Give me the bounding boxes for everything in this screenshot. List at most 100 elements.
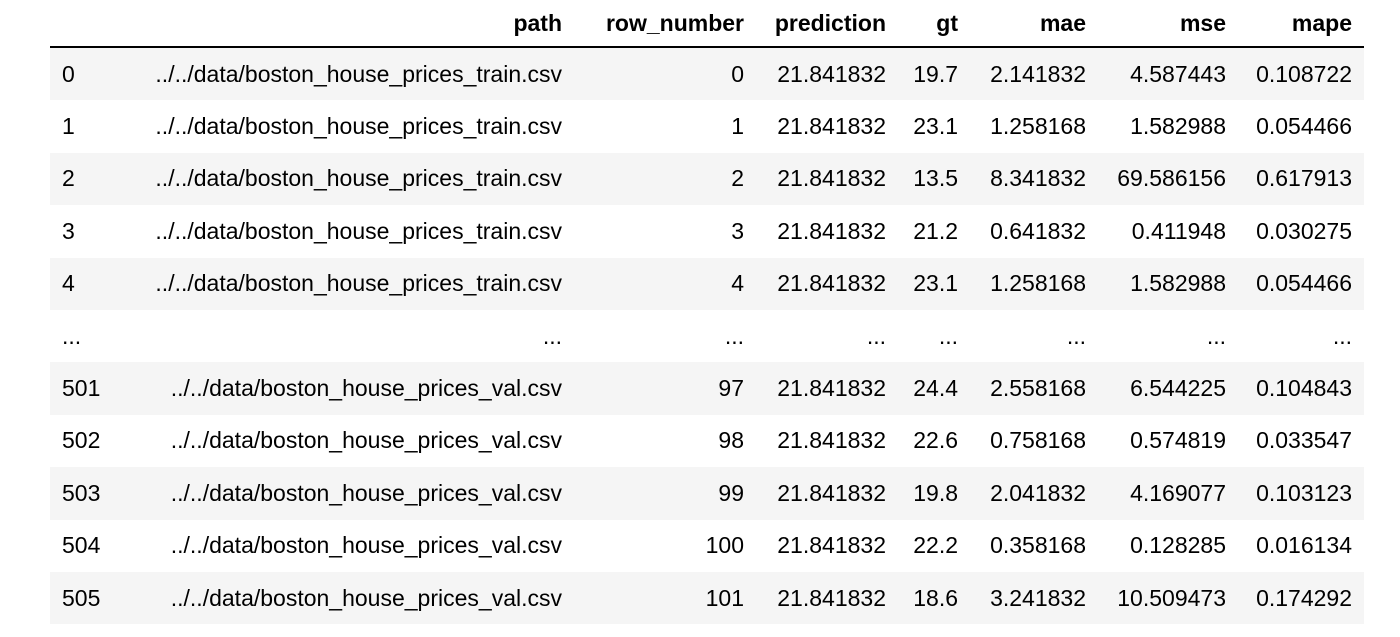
truncated-rows-ellipsis: ... ... ... ... ... ... ... ...: [50, 309, 1364, 363]
table-row: 0 ../../data/boston_house_prices_train.c…: [50, 47, 1364, 101]
cell-row-number: ...: [724, 322, 744, 349]
cell-path: ../../data/boston_house_prices_train.csv: [155, 165, 562, 192]
table-row: 2 ../../data/boston_house_prices_train.c…: [50, 152, 1364, 206]
cell-mae: 3.241832: [990, 584, 1086, 611]
column-header-mape: mape: [1238, 0, 1364, 48]
cell-gt: 19.7: [913, 60, 958, 87]
row-index: 501: [62, 375, 101, 402]
row-index: 1: [62, 113, 75, 140]
row-index: 4: [62, 270, 75, 297]
cell-mae: 1.258168: [990, 270, 1086, 297]
cell-row-number: 4: [731, 270, 744, 297]
table-row: 502 ../../data/boston_house_prices_val.c…: [50, 415, 1364, 467]
cell-path: ../../data/boston_house_prices_val.csv: [170, 427, 562, 454]
cell-row-number: 0: [731, 60, 744, 87]
header-row: path row_number prediction gt mae mse ma…: [50, 0, 1364, 48]
cell-mse: 0.128285: [1130, 532, 1226, 559]
table-row: 4 ../../data/boston_house_prices_train.c…: [50, 257, 1364, 310]
cell-path: ...: [542, 322, 562, 349]
cell-row-number: 1: [731, 113, 744, 140]
row-index: 0: [62, 60, 75, 87]
cell-row-number: 101: [705, 584, 744, 611]
cell-mae: 1.258168: [990, 113, 1086, 140]
dataframe-table: path row_number prediction gt mae mse ma…: [50, 0, 1364, 625]
table-row: 505 ../../data/boston_house_prices_val.c…: [50, 571, 1364, 625]
cell-path: ../../data/boston_house_prices_train.csv: [155, 217, 562, 244]
column-header-prediction: prediction: [756, 0, 898, 48]
table-row: 501 ../../data/boston_house_prices_val.c…: [50, 362, 1364, 415]
table-row: 3 ../../data/boston_house_prices_train.c…: [50, 205, 1364, 257]
cell-mae: 2.558168: [990, 375, 1086, 402]
cell-path: ../../data/boston_house_prices_val.csv: [170, 375, 562, 402]
row-index: 2: [62, 165, 75, 192]
row-index: 505: [62, 584, 101, 611]
dataframe-output: path row_number prediction gt mae mse ma…: [50, 0, 1364, 625]
cell-mae: 0.758168: [990, 427, 1086, 454]
column-header-mae: mae: [970, 0, 1098, 48]
cell-row-number: 100: [705, 532, 744, 559]
row-index: 502: [62, 427, 101, 454]
cell-mae: 8.341832: [990, 165, 1086, 192]
cell-mape: 0.030275: [1256, 217, 1352, 244]
cell-gt: 22.2: [913, 532, 958, 559]
cell-prediction: 21.841832: [777, 60, 886, 87]
cell-path: ../../data/boston_house_prices_val.csv: [170, 584, 562, 611]
cell-row-number: 97: [718, 375, 744, 402]
cell-mse: 1.582988: [1130, 270, 1226, 297]
table-row: 504 ../../data/boston_house_prices_val.c…: [50, 520, 1364, 572]
cell-path: ../../data/boston_house_prices_train.csv: [155, 113, 562, 140]
cell-mape: 0.054466: [1256, 270, 1352, 297]
cell-mape: 0.054466: [1256, 113, 1352, 140]
cell-path: ../../data/boston_house_prices_val.csv: [170, 479, 562, 506]
cell-prediction: 21.841832: [777, 532, 886, 559]
column-header-path: path: [116, 0, 574, 48]
cell-row-number: 99: [718, 479, 744, 506]
cell-gt: 23.1: [913, 270, 958, 297]
cell-gt: 22.6: [913, 427, 958, 454]
cell-mae: 0.641832: [990, 217, 1086, 244]
cell-mse: 4.587443: [1130, 60, 1226, 87]
cell-mae: ...: [1066, 322, 1086, 349]
cell-mse: 0.574819: [1130, 427, 1226, 454]
cell-mse: 1.582988: [1130, 113, 1226, 140]
column-header-mse: mse: [1098, 0, 1238, 48]
column-header-gt: gt: [898, 0, 970, 48]
cell-gt: ...: [938, 322, 958, 349]
cell-mse: 6.544225: [1130, 375, 1226, 402]
cell-prediction: 21.841832: [777, 217, 886, 244]
row-index: ...: [62, 322, 82, 349]
cell-prediction: 21.841832: [777, 479, 886, 506]
column-header-row-number: row_number: [574, 0, 756, 48]
cell-prediction: 21.841832: [777, 113, 886, 140]
cell-prediction: 21.841832: [777, 584, 886, 611]
cell-mae: 2.041832: [990, 479, 1086, 506]
cell-row-number: 98: [718, 427, 744, 454]
cell-mape: 0.103123: [1256, 479, 1352, 506]
row-index: 3: [62, 217, 75, 244]
cell-path: ../../data/boston_house_prices_val.csv: [170, 532, 562, 559]
cell-gt: 18.6: [913, 584, 958, 611]
cell-row-number: 3: [731, 217, 744, 244]
cell-prediction: ...: [866, 322, 886, 349]
cell-mse: ...: [1206, 322, 1226, 349]
cell-mse: 69.586156: [1117, 165, 1226, 192]
table-header: path row_number prediction gt mae mse ma…: [50, 0, 1364, 48]
cell-mae: 0.358168: [990, 532, 1086, 559]
cell-mse: 0.411948: [1131, 217, 1226, 244]
row-index: 503: [62, 479, 101, 506]
cell-mse: 4.169077: [1130, 479, 1226, 506]
cell-prediction: 21.841832: [777, 427, 886, 454]
row-index: 504: [62, 532, 101, 559]
index-header: [50, 0, 116, 48]
cell-gt: 23.1: [913, 113, 958, 140]
cell-mse: 10.509473: [1117, 584, 1226, 611]
cell-mape: 0.617913: [1256, 165, 1352, 192]
cell-gt: 24.4: [913, 375, 958, 402]
cell-row-number: 2: [731, 165, 744, 192]
cell-prediction: 21.841832: [777, 375, 886, 402]
cell-mape: 0.108722: [1256, 60, 1352, 87]
cell-gt: 21.2: [913, 217, 958, 244]
cell-mape: ...: [1332, 322, 1352, 349]
cell-mape: 0.016134: [1256, 532, 1352, 559]
cell-path: ../../data/boston_house_prices_train.csv: [155, 270, 562, 297]
